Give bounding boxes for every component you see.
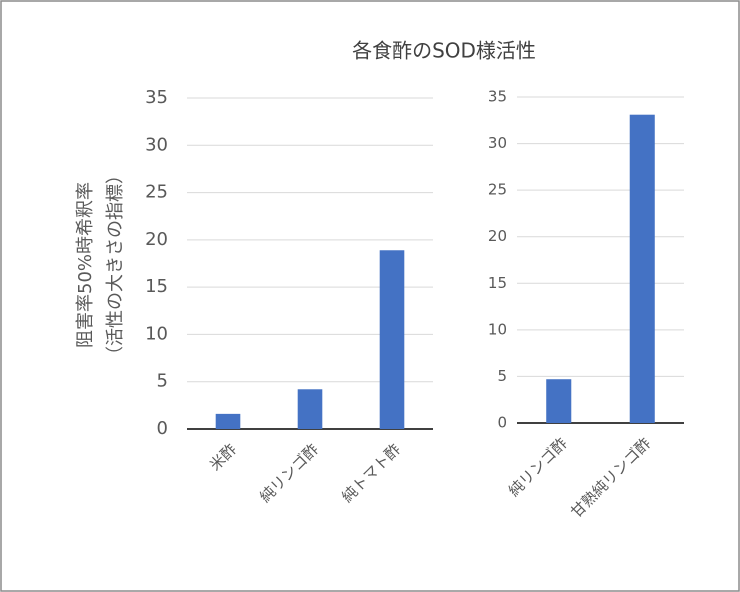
y-tick-label: 25 bbox=[145, 182, 168, 203]
y-tick-label: 0 bbox=[157, 418, 168, 439]
bar bbox=[215, 413, 241, 429]
bar bbox=[629, 114, 655, 423]
y-tick-label: 20 bbox=[145, 229, 168, 250]
bar bbox=[379, 250, 405, 429]
y-tick-label: 15 bbox=[488, 274, 507, 292]
y-axis-label: 阻害率50%時希釈率 bbox=[75, 182, 96, 348]
y-tick-label: 5 bbox=[157, 371, 168, 392]
y-tick-label: 5 bbox=[497, 367, 507, 385]
y-tick-label: 10 bbox=[145, 323, 168, 344]
y-tick-label: 30 bbox=[145, 134, 168, 155]
y-tick-label: 35 bbox=[488, 88, 507, 106]
y-tick-label: 35 bbox=[145, 87, 168, 108]
y-axis-label: （活性の大きさの指標） bbox=[105, 166, 126, 364]
y-tick-label: 15 bbox=[145, 276, 168, 297]
y-tick-label: 10 bbox=[488, 320, 507, 338]
y-tick-label: 30 bbox=[488, 134, 507, 152]
bar bbox=[546, 379, 572, 423]
bar bbox=[297, 389, 323, 429]
chart-title: 各食酢のSOD様活性 bbox=[352, 39, 536, 63]
y-tick-label: 0 bbox=[497, 414, 507, 432]
y-tick-label: 25 bbox=[488, 181, 507, 199]
y-tick-label: 20 bbox=[488, 227, 507, 245]
